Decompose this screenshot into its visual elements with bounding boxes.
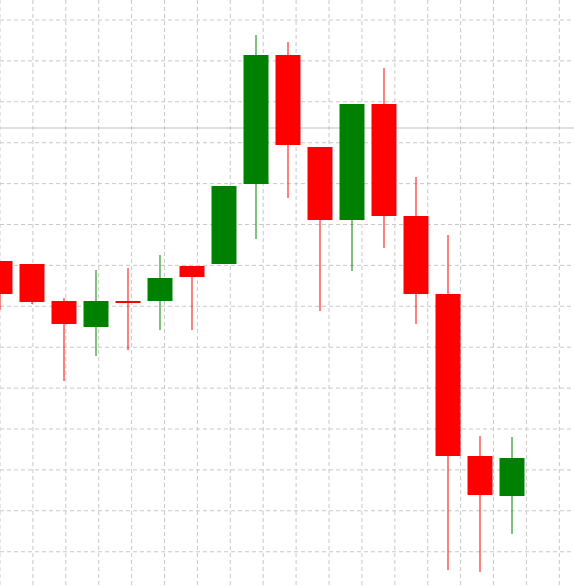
bullish-candle-body xyxy=(499,458,525,496)
bearish-candle-body xyxy=(307,147,333,220)
bullish-candle-body xyxy=(211,186,237,264)
candle-4 xyxy=(115,268,141,350)
bearish-candle-body xyxy=(0,261,13,294)
candle-5 xyxy=(147,255,173,330)
bearish-candle-body xyxy=(435,294,461,456)
candle-12 xyxy=(371,68,397,248)
candle-0 xyxy=(0,261,13,310)
bearish-candle-body xyxy=(403,216,429,294)
bearish-candle-body xyxy=(275,55,301,145)
candle-16 xyxy=(499,437,525,534)
candle-11 xyxy=(339,104,365,271)
candle-3 xyxy=(83,270,109,356)
bearish-candle-body xyxy=(51,301,77,324)
bearish-candle-body xyxy=(467,456,493,495)
bearish-candle-body xyxy=(115,301,141,303)
candle-10 xyxy=(307,147,333,311)
candle-6 xyxy=(179,266,205,330)
bearish-candle-body xyxy=(19,264,45,302)
candle-15 xyxy=(467,436,493,572)
candle-2 xyxy=(51,298,77,381)
bearish-candle-body xyxy=(179,266,205,277)
candle-9 xyxy=(275,42,301,198)
bullish-candle-body xyxy=(243,55,269,184)
candle-7 xyxy=(211,186,237,264)
bullish-candle-body xyxy=(83,301,109,327)
candle-13 xyxy=(403,177,429,324)
candles xyxy=(0,35,525,572)
candle-8 xyxy=(243,35,269,239)
candle-14 xyxy=(435,235,461,570)
bullish-candle-body xyxy=(339,104,365,220)
bearish-candle-body xyxy=(371,104,397,216)
candle-1 xyxy=(19,264,45,304)
bullish-candle-body xyxy=(147,278,173,301)
